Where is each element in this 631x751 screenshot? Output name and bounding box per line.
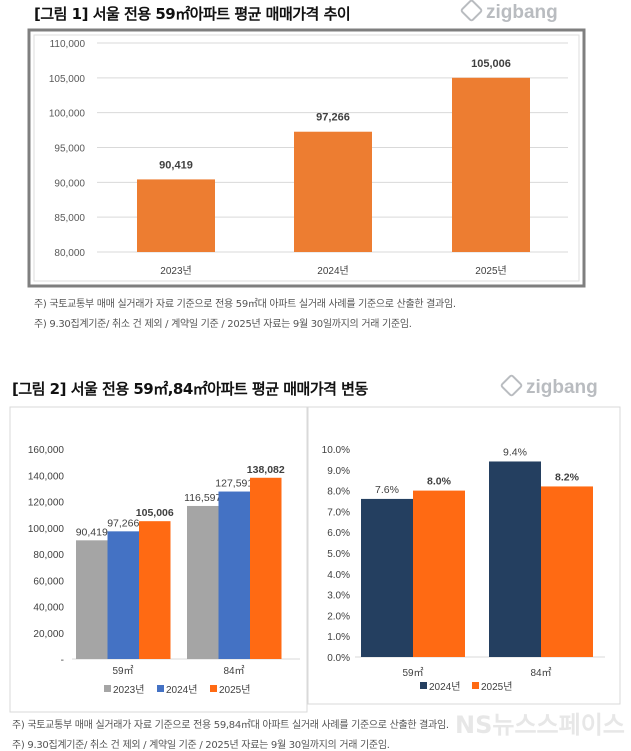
x-tick-label: 2023년 — [160, 265, 191, 277]
figure1-note-1: 주) 국토교통부 매매 실거래가 자료 기준으로 전용 59㎡대 아파트 실거래… — [34, 299, 456, 310]
x-tick-label: 59㎡ — [402, 667, 423, 679]
data-label: 8.2% — [555, 471, 580, 483]
y-tick-label: 2.0% — [327, 611, 350, 622]
bar-2025년-84㎡ — [250, 477, 282, 659]
legend-label: 2025년 — [219, 684, 250, 696]
figure2-title: [그림 2] 서울 전용 59㎡,84㎡아파트 평균 매매가격 변동 — [12, 380, 368, 398]
legend-label: 2023년 — [113, 684, 144, 696]
y-tick-label: 4.0% — [327, 570, 350, 581]
bar-2024년-84㎡ — [218, 491, 250, 659]
y-tick-label: 100,000 — [49, 109, 86, 120]
chart2-price-and-change: - 20,000 40,000 60,000 80,000 100,000 120,000 1… — [9, 406, 621, 713]
y-tick-label: 1.0% — [327, 632, 350, 643]
data-label: 127,591 — [215, 478, 253, 490]
legend-swatch — [472, 682, 479, 689]
bar-2025년-84㎡ — [541, 486, 593, 657]
y-tick-label: 160,000 — [28, 445, 65, 456]
y-tick-label: 8.0% — [327, 487, 350, 498]
data-label: 105,006 — [471, 58, 511, 70]
data-label: 8.0% — [427, 476, 452, 488]
y-tick-label: 3.0% — [327, 591, 350, 602]
y-tick-label: 110,000 — [50, 39, 86, 50]
data-label: 116,597 — [184, 492, 221, 504]
x-tick-label: 2025년 — [475, 265, 506, 277]
bar-2024년-59㎡ — [107, 531, 139, 659]
bar-2025년-59㎡ — [413, 490, 465, 657]
y-tick-label: 40,000 — [33, 603, 64, 614]
bar-2024년-84㎡ — [489, 461, 541, 657]
y-tick-label: - — [61, 655, 64, 666]
legend-label: 2024년 — [429, 681, 460, 693]
data-label: 7.6% — [375, 484, 399, 496]
legend-swatch — [104, 685, 111, 692]
data-label: 105,006 — [136, 507, 174, 519]
y-tick-label: 5.0% — [327, 549, 350, 560]
data-label: 9.4% — [503, 446, 527, 458]
figure1-note-2: 주) 9.30집계기준/ 취소 건 제외 / 계약일 기준 / 2025년 자료… — [34, 319, 412, 330]
y-tick-label: 80,000 — [54, 248, 85, 259]
x-tick-label: 84㎡ — [223, 665, 244, 677]
y-tick-label: 140,000 — [28, 471, 65, 482]
y-tick-label: 90,000 — [54, 178, 85, 189]
chart2-right-frame — [307, 406, 621, 705]
y-tick-label: 95,000 — [54, 144, 85, 155]
data-label: 138,082 — [247, 464, 285, 476]
y-tick-label: 85,000 — [54, 213, 85, 224]
legend-swatch — [210, 685, 217, 692]
data-label: 97,266 — [316, 112, 350, 124]
watermark: NS뉴스스페이스 — [455, 711, 625, 739]
y-tick-label: 6.0% — [327, 528, 350, 539]
y-tick-label: 0.0% — [327, 653, 350, 664]
chart2-left-frame — [9, 406, 308, 713]
y-tick-label: 7.0% — [327, 507, 350, 518]
zigbang-logo: zigbang — [459, 0, 558, 24]
figure2-note-1: 주) 국토교통부 매매 실거래가 자료 기준으로 전용 59,84㎡대 아파트 … — [12, 720, 449, 731]
y-tick-label: 100,000 — [28, 524, 65, 535]
y-tick-label: 10.0% — [322, 445, 350, 456]
zigbang-logo-2: zigbang — [499, 373, 598, 399]
chart1-price-trend: 80,000 85,000 90,000 95,000 100,000 105,000 11… — [27, 28, 586, 288]
x-tick-label: 59㎡ — [112, 665, 133, 677]
y-tick-label: 20,000 — [33, 629, 64, 640]
zigbang-logo-icon — [499, 373, 524, 398]
data-label: 90,419 — [76, 526, 108, 538]
y-tick-label: 80,000 — [33, 550, 64, 561]
y-tick-label: 105,000 — [49, 74, 86, 85]
bar-2023년 — [137, 179, 215, 252]
x-tick-label: 2024년 — [317, 265, 348, 277]
legend-swatch — [420, 682, 427, 689]
legend-label: 2025년 — [481, 681, 512, 693]
bar-2023년-84㎡ — [187, 505, 219, 659]
legend-label: 2024년 — [166, 684, 197, 696]
bar-2024년 — [294, 131, 372, 252]
figure1-title: [그림 1] 서울 전용 59㎡아파트 평균 매매가격 추이 — [34, 5, 351, 23]
bar-2025년 — [452, 77, 530, 252]
bar-2023년-59㎡ — [76, 540, 108, 659]
y-tick-label: 120,000 — [28, 498, 65, 509]
y-tick-label: 60,000 — [33, 576, 64, 587]
x-tick-label: 84㎡ — [530, 667, 551, 679]
bar-2024년-59㎡ — [361, 498, 413, 657]
data-label: 90,419 — [159, 159, 193, 171]
figure2-note-2: 주) 9.30집계기준/ 취소 건 제외 / 계약일 기준 / 2025년 자료… — [12, 740, 390, 751]
data-label: 97,266 — [107, 517, 139, 529]
legend-swatch — [157, 685, 164, 692]
y-tick-label: 9.0% — [327, 466, 350, 477]
bar-2025년-59㎡ — [139, 521, 171, 659]
